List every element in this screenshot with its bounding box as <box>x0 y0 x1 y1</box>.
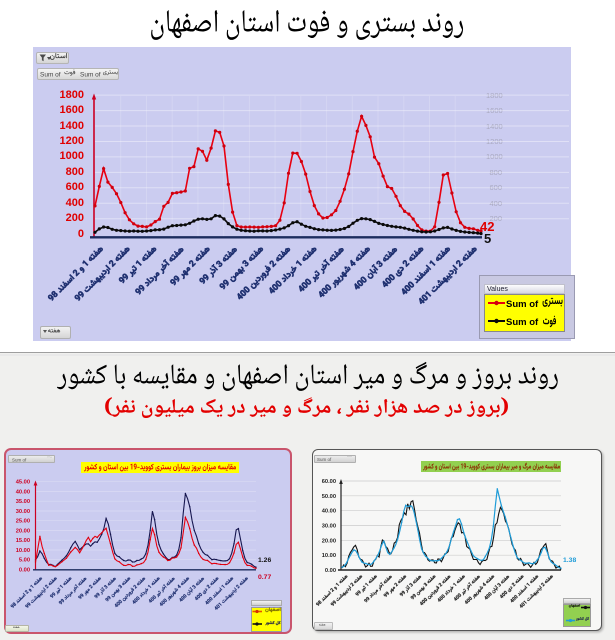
svg-text:0.77: 0.77 <box>258 574 271 581</box>
svg-text:Sum of: Sum of <box>80 72 101 79</box>
svg-text:50.00: 50.00 <box>322 494 336 500</box>
svg-text:40.00: 40.00 <box>322 509 336 515</box>
svg-text:1.38: 1.38 <box>563 557 576 564</box>
svg-text:Sum of: Sum of <box>12 458 27 463</box>
svg-text:30.00: 30.00 <box>16 509 30 515</box>
svg-text:40.00: 40.00 <box>16 490 30 496</box>
svg-text:10.00: 10.00 <box>16 548 30 554</box>
svg-text:60.00: 60.00 <box>322 479 336 485</box>
svg-text:0.00: 0.00 <box>19 568 30 574</box>
svg-text:Sum of: Sum of <box>317 457 332 462</box>
svg-text:1.26: 1.26 <box>258 557 271 564</box>
svg-text:0.00: 0.00 <box>325 568 336 574</box>
svg-text:Sum of: Sum of <box>40 72 61 79</box>
svg-text:30.00: 30.00 <box>322 524 336 530</box>
svg-text:15.00: 15.00 <box>16 538 30 544</box>
svg-text:45.00: 45.00 <box>16 480 30 486</box>
svg-text:10.00: 10.00 <box>322 553 336 559</box>
svg-text:5.00: 5.00 <box>19 558 30 564</box>
svg-text:Sum of: Sum of <box>506 317 539 328</box>
svg-text:20.00: 20.00 <box>322 538 336 544</box>
svg-text:Sum of: Sum of <box>506 299 539 310</box>
svg-text:20.00: 20.00 <box>16 529 30 535</box>
svg-text:35.00: 35.00 <box>16 499 30 505</box>
svg-text:25.00: 25.00 <box>16 519 30 525</box>
